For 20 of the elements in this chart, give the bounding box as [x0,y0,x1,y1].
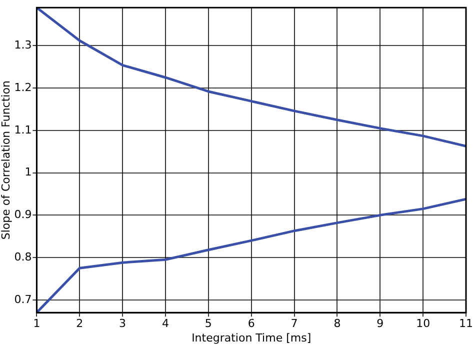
y-tick-label: 0.8 [14,250,32,264]
x-axis-title: Integration Time [ms] [192,331,312,344]
x-tick-label: 3 [119,317,126,330]
x-tick-label: 2 [76,317,84,330]
x-tick-label: 9 [376,317,384,330]
x-tick-label: 11 [459,317,473,330]
y-tick-label: 1 [24,166,32,179]
x-tick-label: 8 [334,317,341,330]
y-tick-label: 0.7 [14,292,32,306]
x-tick-label: 4 [162,317,169,330]
x-tick-label: 10 [416,317,430,330]
y-tick-label: 1.1 [14,123,32,136]
x-tick-label: 6 [248,317,255,330]
y-tick-label: 1.2 [14,80,32,94]
x-tick-label: 5 [204,317,212,330]
y-tick-label: 1.3 [14,38,32,52]
x-tick-label: 7 [290,317,298,330]
y-axis-title: Slope of Correlation Function [0,80,12,240]
x-tick-label: 1 [33,317,40,330]
y-tick-label: 0.9 [14,208,32,222]
